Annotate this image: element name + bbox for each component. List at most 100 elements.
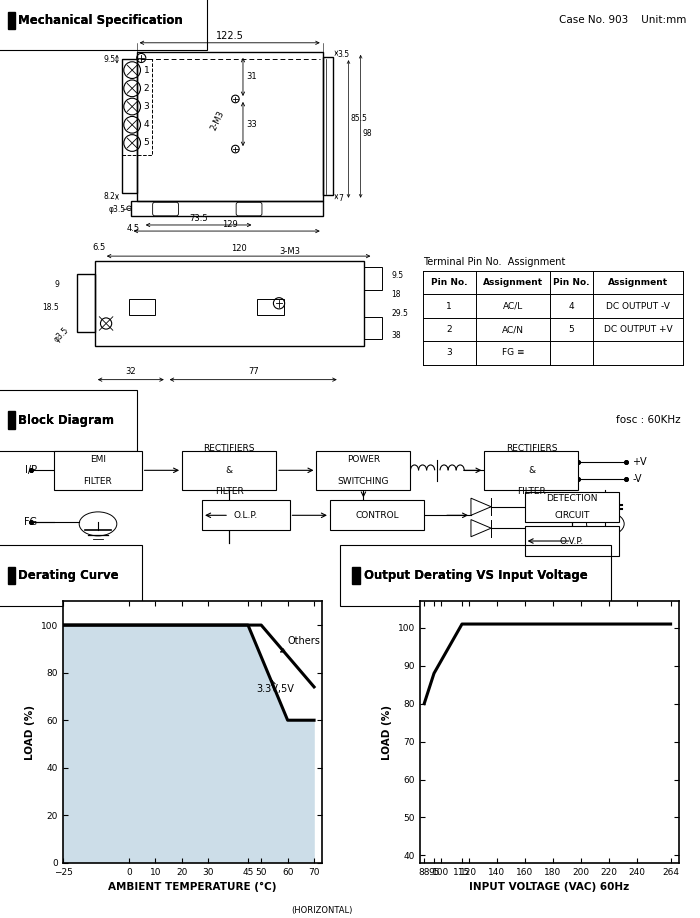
Bar bbox=[122, 60, 152, 155]
Text: 3.5: 3.5 bbox=[338, 50, 350, 59]
Text: 9: 9 bbox=[54, 280, 59, 289]
Bar bbox=[365, 317, 382, 340]
Bar bbox=[8, 567, 15, 584]
Text: I/P: I/P bbox=[25, 465, 37, 476]
Text: Derating Curve: Derating Curve bbox=[18, 569, 118, 582]
Text: POWER: POWER bbox=[347, 455, 380, 464]
Text: Assignment: Assignment bbox=[483, 278, 543, 287]
Text: 1: 1 bbox=[144, 65, 149, 74]
Bar bbox=[257, 298, 284, 315]
Text: 77: 77 bbox=[248, 367, 258, 376]
Text: 29.5: 29.5 bbox=[391, 309, 408, 318]
Polygon shape bbox=[63, 625, 314, 863]
Bar bbox=[182, 451, 276, 489]
Text: 31: 31 bbox=[246, 73, 257, 82]
Text: Pin No.: Pin No. bbox=[554, 278, 590, 287]
Text: 3-M3: 3-M3 bbox=[280, 247, 301, 256]
Text: 85.5: 85.5 bbox=[350, 115, 367, 123]
Text: -V: -V bbox=[632, 474, 642, 484]
Bar bbox=[365, 267, 382, 290]
Text: EMI: EMI bbox=[90, 455, 106, 464]
Bar bbox=[77, 274, 95, 332]
Text: (HORIZONTAL): (HORIZONTAL) bbox=[291, 906, 353, 914]
Text: 7: 7 bbox=[338, 194, 343, 203]
Text: 4.5: 4.5 bbox=[127, 223, 140, 232]
Text: Others: Others bbox=[281, 636, 321, 652]
Text: O.L.P.: O.L.P. bbox=[234, 510, 258, 520]
Text: 4: 4 bbox=[569, 302, 575, 310]
Text: φ3.5: φ3.5 bbox=[108, 206, 125, 214]
Text: Output Derating VS Input Voltage: Output Derating VS Input Voltage bbox=[364, 569, 587, 582]
Text: Block Diagram: Block Diagram bbox=[18, 414, 113, 427]
Text: Mechanical Specification: Mechanical Specification bbox=[18, 14, 183, 27]
Text: Output Derating VS Input Voltage: Output Derating VS Input Voltage bbox=[364, 569, 587, 582]
Y-axis label: LOAD (%): LOAD (%) bbox=[25, 705, 35, 759]
Text: Block Diagram: Block Diagram bbox=[18, 414, 113, 427]
X-axis label: INPUT VOLTAGE (VAC) 60Hz: INPUT VOLTAGE (VAC) 60Hz bbox=[470, 882, 629, 892]
Text: AC/L: AC/L bbox=[503, 302, 523, 310]
Text: RECTIFIERS: RECTIFIERS bbox=[505, 444, 557, 453]
Text: 3.3V,5V: 3.3V,5V bbox=[256, 680, 294, 694]
Text: 120: 120 bbox=[231, 244, 246, 252]
Text: Assignment: Assignment bbox=[608, 278, 668, 287]
Text: +V: +V bbox=[632, 457, 647, 466]
Text: 1: 1 bbox=[447, 302, 452, 310]
Text: 32: 32 bbox=[125, 367, 136, 376]
Text: φ3.5: φ3.5 bbox=[52, 326, 71, 344]
Text: 122.5: 122.5 bbox=[216, 30, 244, 40]
Bar bbox=[202, 500, 290, 531]
Text: O.V.P.: O.V.P. bbox=[559, 536, 584, 545]
Text: 6.5: 6.5 bbox=[92, 242, 106, 252]
Text: 18: 18 bbox=[391, 290, 401, 299]
Bar bbox=[330, 500, 424, 531]
Text: 5: 5 bbox=[568, 325, 575, 334]
Bar bbox=[8, 12, 15, 28]
Bar bbox=[8, 411, 15, 430]
Text: FG: FG bbox=[25, 517, 37, 527]
Text: DETECTION: DETECTION bbox=[546, 494, 598, 503]
Text: &: & bbox=[528, 465, 535, 475]
Text: 2-M3: 2-M3 bbox=[209, 109, 225, 132]
Text: 38: 38 bbox=[391, 331, 401, 341]
Text: 9.5: 9.5 bbox=[391, 272, 403, 281]
Text: FILTER: FILTER bbox=[517, 487, 546, 497]
Text: 98: 98 bbox=[362, 129, 372, 139]
Bar bbox=[136, 52, 323, 201]
Text: Pin No.: Pin No. bbox=[431, 278, 468, 287]
Text: fosc : 60KHz: fosc : 60KHz bbox=[616, 416, 680, 425]
Text: FILTER: FILTER bbox=[215, 487, 244, 497]
Text: 2: 2 bbox=[447, 325, 452, 334]
Bar bbox=[131, 201, 323, 216]
Text: FILTER: FILTER bbox=[83, 476, 113, 486]
Bar bbox=[323, 57, 333, 196]
Text: RECTIFIERS: RECTIFIERS bbox=[203, 444, 255, 453]
Text: 33: 33 bbox=[246, 119, 257, 129]
Text: 73.5: 73.5 bbox=[189, 214, 208, 223]
Bar bbox=[122, 60, 136, 193]
Text: Terminal Pin No.  Assignment: Terminal Pin No. Assignment bbox=[423, 257, 565, 267]
Bar bbox=[95, 261, 365, 346]
Bar bbox=[316, 451, 410, 489]
Text: DC OUTPUT -V: DC OUTPUT -V bbox=[606, 302, 670, 310]
Text: Mechanical Specification: Mechanical Specification bbox=[18, 14, 183, 27]
Text: 129: 129 bbox=[222, 219, 237, 229]
Text: 9.5: 9.5 bbox=[104, 54, 116, 63]
Text: 3: 3 bbox=[144, 102, 149, 111]
Text: AC/N: AC/N bbox=[502, 325, 524, 334]
Text: 5: 5 bbox=[144, 139, 149, 148]
Y-axis label: LOAD (%): LOAD (%) bbox=[382, 705, 392, 759]
Text: DC OUTPUT +V: DC OUTPUT +V bbox=[604, 325, 673, 334]
Bar bbox=[129, 298, 155, 315]
Text: CONTROL: CONTROL bbox=[355, 510, 399, 520]
Bar bbox=[525, 492, 619, 521]
Bar bbox=[55, 451, 141, 489]
Text: CIRCUIT: CIRCUIT bbox=[554, 510, 589, 520]
Text: 18.5: 18.5 bbox=[42, 303, 59, 312]
Text: SWITCHING: SWITCHING bbox=[337, 476, 389, 486]
Bar bbox=[351, 567, 360, 584]
Text: Derating Curve: Derating Curve bbox=[18, 569, 118, 582]
Text: &: & bbox=[225, 465, 232, 475]
Text: FG ≡: FG ≡ bbox=[502, 349, 524, 357]
Bar bbox=[525, 526, 619, 556]
Bar bbox=[484, 451, 578, 489]
